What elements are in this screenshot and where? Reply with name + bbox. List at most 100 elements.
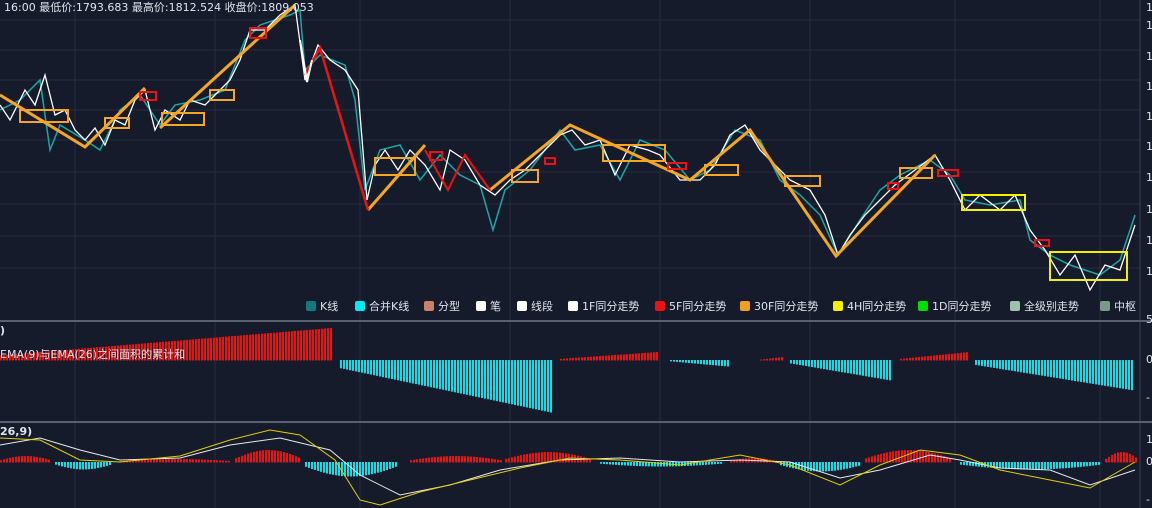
histogram-bar xyxy=(186,339,188,361)
histogram-bar xyxy=(1098,462,1100,465)
histogram-bar xyxy=(843,462,845,470)
histogram-bar xyxy=(978,360,980,366)
histogram-bar xyxy=(778,357,780,361)
histogram-bar xyxy=(660,462,662,467)
histogram-bar xyxy=(39,457,41,463)
histogram-bar xyxy=(3,354,5,361)
histogram-bar xyxy=(156,342,158,361)
histogram-bar xyxy=(1044,462,1046,470)
histogram-bar xyxy=(721,360,723,366)
histogram-bar xyxy=(247,453,249,463)
histogram-bar xyxy=(443,456,445,463)
histogram-bar xyxy=(624,462,626,466)
histogram-bar xyxy=(1071,360,1073,381)
histogram-bar xyxy=(916,450,918,463)
histogram-bar xyxy=(349,360,351,371)
histogram-bar xyxy=(856,360,858,375)
histogram-bar xyxy=(1083,462,1085,467)
histogram-bar xyxy=(1080,360,1082,382)
histogram-bar xyxy=(431,457,433,463)
histogram-bar xyxy=(1095,360,1097,385)
histogram-bar xyxy=(547,360,549,412)
histogram-bar xyxy=(21,353,23,361)
histogram-bar xyxy=(1023,462,1025,470)
indicator2-title: 26,9) xyxy=(0,425,32,438)
histogram-bar xyxy=(981,360,983,366)
histogram-bar xyxy=(581,357,583,361)
histogram-bar xyxy=(904,450,906,463)
histogram-bar xyxy=(963,462,965,466)
histogram-bar xyxy=(490,360,492,400)
histogram-bar xyxy=(156,459,158,463)
histogram-bar xyxy=(365,462,367,476)
histogram-bar xyxy=(1116,360,1118,388)
histogram-bar xyxy=(433,360,435,388)
histogram-bar xyxy=(826,360,828,370)
histogram-bar xyxy=(198,459,200,463)
histogram-bar xyxy=(222,336,224,361)
histogram-bar xyxy=(452,456,454,463)
histogram-bar xyxy=(690,462,692,466)
legend-label: 5F同分走势 xyxy=(669,300,726,313)
histogram-bar xyxy=(820,360,822,369)
histogram-bar xyxy=(1029,360,1031,374)
histogram-bar xyxy=(324,328,326,361)
histogram-bar xyxy=(493,360,495,401)
histogram-bar xyxy=(168,341,170,361)
histogram-bar xyxy=(954,353,956,361)
histogram-bar xyxy=(688,360,690,364)
histogram-bar xyxy=(987,462,989,468)
axis-label: 0 xyxy=(1146,353,1152,366)
histogram-bar xyxy=(12,457,14,463)
histogram-bar xyxy=(966,462,968,466)
histogram-bar xyxy=(874,360,876,378)
histogram-bar xyxy=(514,360,516,405)
histogram-bar xyxy=(574,454,576,463)
histogram-bar xyxy=(126,344,128,361)
right-axis: 1 1 1 1 1 1 1 1 1 1 5 0 - 1 0 - xyxy=(1146,1,1152,506)
histogram-bar xyxy=(262,450,264,463)
histogram-bar xyxy=(103,462,105,467)
legend-swatch xyxy=(655,301,665,311)
histogram-bar xyxy=(538,360,540,410)
histogram-bar xyxy=(550,452,552,463)
histogram-bar xyxy=(436,360,438,389)
histogram-bar xyxy=(265,450,267,463)
legend-label: 中枢 xyxy=(1114,299,1136,313)
histogram-bar xyxy=(560,358,562,361)
histogram-bar xyxy=(850,360,852,374)
histogram-bar xyxy=(895,450,897,463)
histogram-bar xyxy=(389,462,391,469)
histogram-bar xyxy=(907,450,909,463)
histogram-bar xyxy=(364,360,366,374)
histogram-bar xyxy=(1020,360,1022,373)
histogram-bar xyxy=(544,360,546,412)
histogram-bar xyxy=(694,360,696,364)
histogram-bar xyxy=(517,360,519,406)
histogram-bar xyxy=(946,456,948,463)
histogram-bar xyxy=(153,459,155,463)
histogram-bar xyxy=(514,456,516,463)
histogram-bar xyxy=(24,456,26,463)
histogram-bar xyxy=(277,450,279,463)
histogram-bar xyxy=(54,350,56,361)
histogram-bar xyxy=(681,462,683,467)
histogram-bar xyxy=(499,360,501,402)
legend-swatch xyxy=(355,301,365,311)
histogram-bar xyxy=(442,360,444,390)
histogram-bar xyxy=(1026,360,1028,374)
histogram-bar xyxy=(168,459,170,463)
histogram-bar xyxy=(1062,462,1064,469)
histogram-bar xyxy=(1128,360,1130,390)
histogram-bar xyxy=(569,358,571,361)
histogram-bar xyxy=(562,452,564,463)
histogram-bar xyxy=(67,462,69,468)
histogram-bar xyxy=(529,360,531,409)
histogram-bar xyxy=(1111,454,1113,463)
histogram-bar xyxy=(565,453,567,463)
histogram-bar xyxy=(615,462,617,465)
histogram-bar xyxy=(811,360,813,368)
histogram-bar xyxy=(635,353,637,361)
histogram-bar xyxy=(532,360,534,409)
histogram-bar xyxy=(1086,462,1088,467)
